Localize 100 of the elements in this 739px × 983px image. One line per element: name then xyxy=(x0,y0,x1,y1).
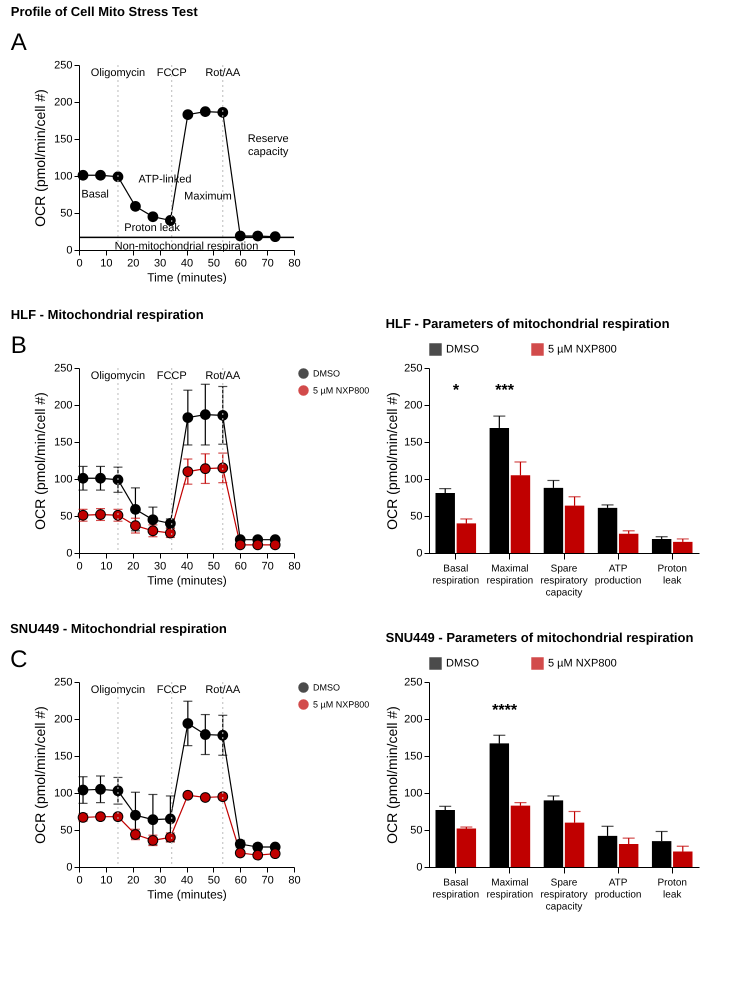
x-tick-label: Maximal respiration xyxy=(486,564,534,586)
y-tick-label: 200 xyxy=(404,714,422,726)
y-axis-title: OCR (pmol/min/cell #) xyxy=(32,392,48,530)
ref-line-label: Oligomycin xyxy=(90,370,146,382)
y-tick-label: 150 xyxy=(54,750,72,762)
legend-label: DMSO xyxy=(313,368,340,378)
ref-line-label: FCCP xyxy=(156,370,187,382)
x-axis-title: Time (minutes) xyxy=(147,270,227,284)
x-tick-label: 20 xyxy=(127,560,140,572)
chart-title: Profile of Cell Mito Stress Test xyxy=(10,4,198,19)
x-tick-label: 50 xyxy=(208,560,220,572)
x-tick-label: Maximal respiration xyxy=(486,878,534,900)
ref-line-label: Oligomycin xyxy=(90,67,146,79)
chart-title: HLF - Mitochondrial respiration xyxy=(10,306,204,322)
x-tick-label: 10 xyxy=(100,560,112,572)
legend-label: 5 µM NXP800 xyxy=(548,344,617,356)
ref-line-label: Rot/AA xyxy=(205,684,241,696)
y-tick-label: 0 xyxy=(416,862,422,874)
y-tick-label: 150 xyxy=(54,134,72,146)
y-tick-label: 150 xyxy=(404,436,422,448)
y-tick-label: 100 xyxy=(404,474,422,486)
ref-line-label: FCCP xyxy=(156,67,187,79)
chart-title: SNU449 - Mitochondrial respiration xyxy=(10,620,227,636)
y-tick-label: 150 xyxy=(404,750,422,762)
x-tick-label: 80 xyxy=(288,560,301,572)
annotation: Basal xyxy=(81,188,109,200)
text: B xyxy=(10,332,27,359)
y-tick-label: 200 xyxy=(54,714,72,726)
x-tick-label: 80 xyxy=(288,258,301,270)
x-tick-label: 30 xyxy=(154,874,166,886)
legend-label: 5 µM NXP800 xyxy=(313,386,370,396)
x-tick-label: Proton leak xyxy=(657,878,687,900)
x-tick-label: Spare respiratory capacity xyxy=(540,564,588,598)
x-tick-label: 10 xyxy=(100,874,112,886)
y-tick-label: 250 xyxy=(54,60,72,72)
y-tick-label: 0 xyxy=(66,548,72,560)
legend-label: 5 µM NXP800 xyxy=(548,658,617,670)
x-tick-label: ATP production xyxy=(594,564,642,586)
y-tick-label: 250 xyxy=(54,362,72,374)
x-tick-label: ATP production xyxy=(594,878,642,900)
x-tick-label: 70 xyxy=(262,874,274,886)
x-axis-title: Time (minutes) xyxy=(147,888,227,902)
annotation: **** xyxy=(492,702,518,719)
x-tick-label: 70 xyxy=(262,258,274,270)
text: C xyxy=(10,646,28,673)
x-tick-label: 20 xyxy=(127,874,140,886)
x-tick-label: Spare respiratory capacity xyxy=(540,878,588,912)
ref-line-label: Rot/AA xyxy=(205,67,241,79)
annotation: * xyxy=(452,382,460,400)
annotation: Reserve capacity xyxy=(248,133,289,158)
x-tick-label: Proton leak xyxy=(657,564,687,586)
y-axis-title: OCR (pmol/min/cell #) xyxy=(384,706,400,844)
y-tick-label: 200 xyxy=(54,400,72,412)
y-tick-label: 50 xyxy=(60,208,72,220)
y-tick-label: 250 xyxy=(54,676,72,688)
y-tick-label: 200 xyxy=(404,400,422,412)
annotation: Maximum xyxy=(184,190,232,202)
legend-label: 5 µM NXP800 xyxy=(313,700,370,710)
y-tick-label: 100 xyxy=(54,474,72,486)
x-tick-label: 60 xyxy=(234,258,247,270)
y-axis-title: OCR (pmol/min/cell #) xyxy=(32,89,48,227)
text: A xyxy=(10,28,27,56)
x-tick-label: 80 xyxy=(288,874,301,886)
annotation: *** xyxy=(495,382,515,400)
y-tick-label: 100 xyxy=(54,788,72,800)
x-tick-label: 60 xyxy=(234,874,247,886)
y-tick-label: 100 xyxy=(54,170,72,182)
x-tick-label: 30 xyxy=(154,258,166,270)
x-tick-label: 50 xyxy=(208,258,220,270)
x-tick-label: 0 xyxy=(76,560,83,572)
x-tick-label: 40 xyxy=(180,560,194,572)
x-tick-label: 40 xyxy=(180,874,194,886)
y-tick-label: 0 xyxy=(66,862,72,874)
y-tick-label: 50 xyxy=(60,824,72,836)
y-tick-label: 50 xyxy=(60,510,72,522)
x-tick-label: 40 xyxy=(180,258,194,270)
ref-line-label: Non-mitochondrial respiration xyxy=(114,240,258,252)
y-tick-label: 100 xyxy=(404,788,422,800)
ref-line-label: Oligomycin xyxy=(90,684,146,696)
chart-title: SNU449 - Parameters of mitochondrial respiration xyxy=(386,630,694,645)
y-tick-label: 200 xyxy=(54,96,72,108)
x-axis-title: Time (minutes) xyxy=(147,574,227,588)
x-tick-label: Basal respiration xyxy=(432,878,480,900)
x-tick-label: 30 xyxy=(154,560,166,572)
y-tick-label: 0 xyxy=(416,548,422,560)
y-tick-label: 50 xyxy=(410,824,422,836)
ref-line-label: FCCP xyxy=(156,684,187,696)
y-axis-title: OCR (pmol/min/cell #) xyxy=(32,706,48,844)
y-axis-title: OCR (pmol/min/cell #) xyxy=(384,392,400,530)
x-tick-label: Basal respiration xyxy=(432,564,480,586)
chart-title: HLF - Parameters of mitochondrial respiration xyxy=(386,316,670,331)
y-tick-label: 250 xyxy=(404,362,422,374)
y-tick-label: 0 xyxy=(66,244,72,256)
x-tick-label: 60 xyxy=(234,560,247,572)
legend-label: DMSO xyxy=(446,658,480,670)
x-tick-label: 10 xyxy=(100,258,112,270)
legend-label: DMSO xyxy=(313,682,340,692)
x-tick-label: 50 xyxy=(208,874,220,886)
annotation: Proton leak xyxy=(124,222,180,234)
ref-line-label: Rot/AA xyxy=(205,370,241,382)
